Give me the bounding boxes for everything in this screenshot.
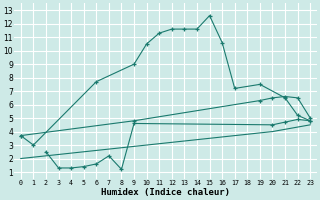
X-axis label: Humidex (Indice chaleur): Humidex (Indice chaleur) (101, 188, 230, 197)
